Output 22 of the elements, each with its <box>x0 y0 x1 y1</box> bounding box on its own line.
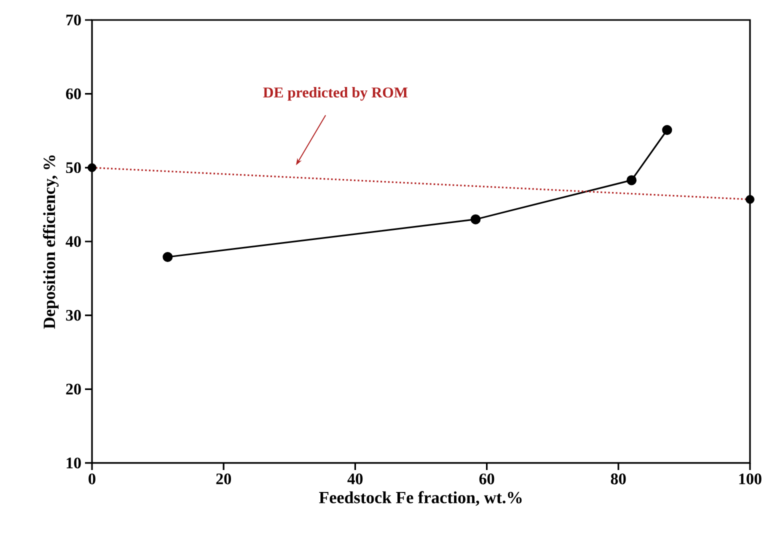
y-tick-label: 60 <box>66 88 81 100</box>
point <box>662 125 672 136</box>
x-tick-label: 100 <box>739 474 762 484</box>
annotation: DE predicted by ROM <box>263 86 408 101</box>
y-axis-title: Deposition efficiency, % <box>42 156 59 329</box>
y-tick-label: 10 <box>66 458 81 468</box>
y-tick-label: 20 <box>66 384 81 395</box>
x-tick-label: 80 <box>610 474 626 484</box>
x-tick-label: 40 <box>347 474 363 484</box>
point <box>162 252 173 262</box>
y-tick-label: 70 <box>66 14 81 26</box>
point <box>746 195 754 204</box>
x-axis-title: Feedstock Fe fraction, wt.% <box>319 491 522 506</box>
x-tick-label: 20 <box>216 474 231 484</box>
point <box>470 214 481 224</box>
x-tick-label: 0 <box>88 474 96 484</box>
x-tick-label: 60 <box>479 474 494 484</box>
y-tick-label: 50 <box>66 162 81 174</box>
y-tick-label: 30 <box>66 310 81 321</box>
point <box>88 163 96 172</box>
point <box>626 175 637 186</box>
y-tick-label: 40 <box>66 236 81 247</box>
